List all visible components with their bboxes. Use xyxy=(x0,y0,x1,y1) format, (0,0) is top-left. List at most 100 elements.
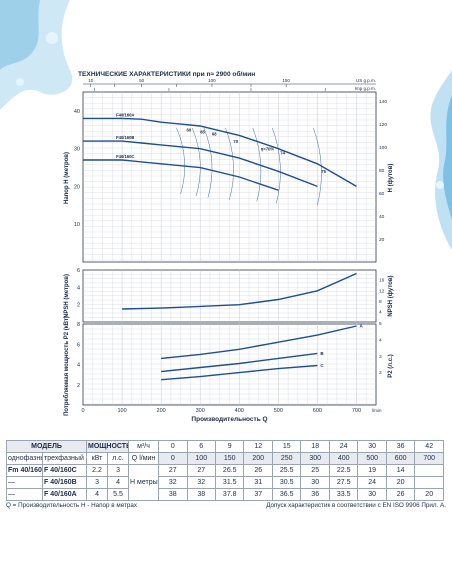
top-axis-tick-label: 50 xyxy=(139,78,145,83)
efficiency-arc xyxy=(203,127,213,198)
y-tick-label: 8 xyxy=(77,322,80,328)
top-axis-tick-label: 10 xyxy=(88,78,94,83)
series-label: F40/160C xyxy=(116,154,134,159)
top-axis-unit-imp: Imp g.p.m. xyxy=(355,86,376,91)
efficiency-arc xyxy=(176,127,185,195)
m3h-unit: м³/ч xyxy=(128,440,160,453)
y-tick-label: 2 xyxy=(77,303,80,309)
y-tick-label-right: 8 xyxy=(379,299,382,305)
table-header-row: МОДЕЛЬ МОЩНОСТЬ м³/ч 0 6 9 12 15 18 24 3… xyxy=(5,440,444,453)
x-axis-unit: l/min xyxy=(372,408,382,413)
y-axis-label: NPSH (метров) xyxy=(64,274,70,318)
h-label: H метры xyxy=(128,464,160,501)
y-axis-label-right: H (футов) xyxy=(387,164,394,193)
table-subheader-row: однофазный трехфазный кВт л.с. Q l/мин 0… xyxy=(6,452,444,465)
head-value: 33.5 xyxy=(328,488,359,501)
efficiency-arc xyxy=(191,127,201,196)
model-table: МОДЕЛЬ МОЩНОСТЬ м³/ч 0 6 9 12 15 18 24 3… xyxy=(5,440,444,501)
y-tick-label: 20 xyxy=(74,184,80,190)
power-curve xyxy=(161,325,357,360)
y-axis-label-right: NPSH (футов) xyxy=(387,275,394,316)
y-tick-label-right: 2 xyxy=(379,370,382,376)
y-tick-label-right: 140 xyxy=(379,99,387,105)
y-tick-label-right: 100 xyxy=(379,145,387,151)
y-tick-label-right: 80 xyxy=(379,168,385,174)
kw-value: 3 xyxy=(86,476,109,489)
head-value: 26.5 xyxy=(214,464,245,477)
y-tick-label: 6 xyxy=(77,342,80,348)
efficiency-label: 68 xyxy=(212,131,217,136)
efficiency-arc xyxy=(225,127,234,200)
y-tick-label-right: 120 xyxy=(379,122,387,128)
head-chart: 10 50 100 150 US g.p.m. Imp g.p.m. 10 20 30 40 20 4… xyxy=(64,78,394,263)
head-curve xyxy=(83,140,318,188)
q-m3h-cell: 9 xyxy=(214,440,245,453)
power-chart: 2 4 6 8 2 3 4 5 Потребляемая мощность P2 (кВт) P2… xyxy=(63,316,394,423)
head-curve xyxy=(83,159,279,191)
single-phase-model: Fm 40/160C xyxy=(6,464,43,477)
x-tick-label: 0 xyxy=(81,408,84,414)
y-tick-label: 4 xyxy=(77,285,80,291)
footer-legend: Q = Производительность H - Напор в метра… xyxy=(6,502,138,509)
y-tick-label-right: 5 xyxy=(379,321,382,327)
water-splash-right xyxy=(430,70,452,250)
q-label: Q xyxy=(131,454,138,462)
y-axis-label: Напор H (метров) xyxy=(64,152,70,204)
y-tick-label: 10 xyxy=(74,222,80,228)
head-value: 31.5 xyxy=(214,476,245,489)
q-m3h-cell: 30 xyxy=(357,440,387,453)
head-value: 20 xyxy=(385,476,416,489)
table-row: — F 40/160A 4 5.5 38 38 37.8 37 36.5 36 … xyxy=(6,488,444,501)
x-axis-label: Производительность Q xyxy=(191,416,267,423)
y-tick-label-right: 3 xyxy=(379,354,382,360)
head-value: 14 xyxy=(385,464,416,477)
x-tick-label: 500 xyxy=(274,408,283,414)
y-tick-label-right: 12 xyxy=(379,288,385,294)
x-tick-label: 700 xyxy=(352,408,361,414)
x-tick-label: 200 xyxy=(157,408,166,414)
series-label: B xyxy=(320,351,324,356)
single-phase-model: — xyxy=(6,476,43,489)
y-tick-label-right: 60 xyxy=(379,191,385,197)
hp-value: 4 xyxy=(107,476,130,489)
q-lmin-cell: 200 xyxy=(243,452,273,465)
three-phase-model: F 40/160A xyxy=(41,488,88,501)
power-curve xyxy=(161,364,318,381)
x-tick-label: 100 xyxy=(117,408,126,414)
head-value: 26 xyxy=(243,464,273,477)
head-value: 32 xyxy=(186,476,217,489)
head-value: 27.5 xyxy=(328,476,359,489)
footer-tolerance: Допуск характеристик в соответствии с EN… xyxy=(266,502,446,509)
y-tick-label: 4 xyxy=(77,363,80,369)
x-tick-label: 600 xyxy=(313,408,322,414)
head-value: 25 xyxy=(300,464,330,477)
single-phase-header: однофазный xyxy=(6,452,43,465)
series-label: C xyxy=(320,363,324,368)
three-phase-model: F 40/160C xyxy=(41,464,88,477)
x-tick-label: 300 xyxy=(196,408,205,414)
top-axis-tick-label: 150 xyxy=(282,78,290,83)
y-tick-label: 40 xyxy=(74,109,80,115)
head-value: 37 xyxy=(243,488,273,501)
kw-header: кВт xyxy=(86,452,109,465)
efficiency-label: 75 xyxy=(321,169,326,174)
power-header: МОЩНОСТЬ xyxy=(86,440,130,453)
y-tick-label: 2 xyxy=(77,383,80,389)
y-tick-label-right: 16 xyxy=(379,278,385,284)
head-value: 26 xyxy=(385,488,416,501)
q-m3h-cell: 12 xyxy=(243,440,273,453)
head-value: 27 xyxy=(186,464,217,477)
q-lmin-cell: 150 xyxy=(214,452,245,465)
npsh-curve xyxy=(122,272,357,310)
q-m3h-cell: 15 xyxy=(271,440,302,453)
efficiency-label: 70 xyxy=(233,139,238,144)
three-phase-model: F 40/160B xyxy=(41,476,88,489)
q-lmin-cell: 100 xyxy=(186,452,217,465)
lmin-unit: l/мин xyxy=(139,454,156,462)
head-value: 22.5 xyxy=(328,464,359,477)
model-header: МОДЕЛЬ xyxy=(5,440,88,453)
efficiency-label: η=70% xyxy=(261,147,275,152)
head-value: 19 xyxy=(357,464,387,477)
table-row: Fm 40/160C F 40/160C 2.2 3 H метры 27 27… xyxy=(6,464,444,501)
head-value: 24 xyxy=(357,476,387,489)
